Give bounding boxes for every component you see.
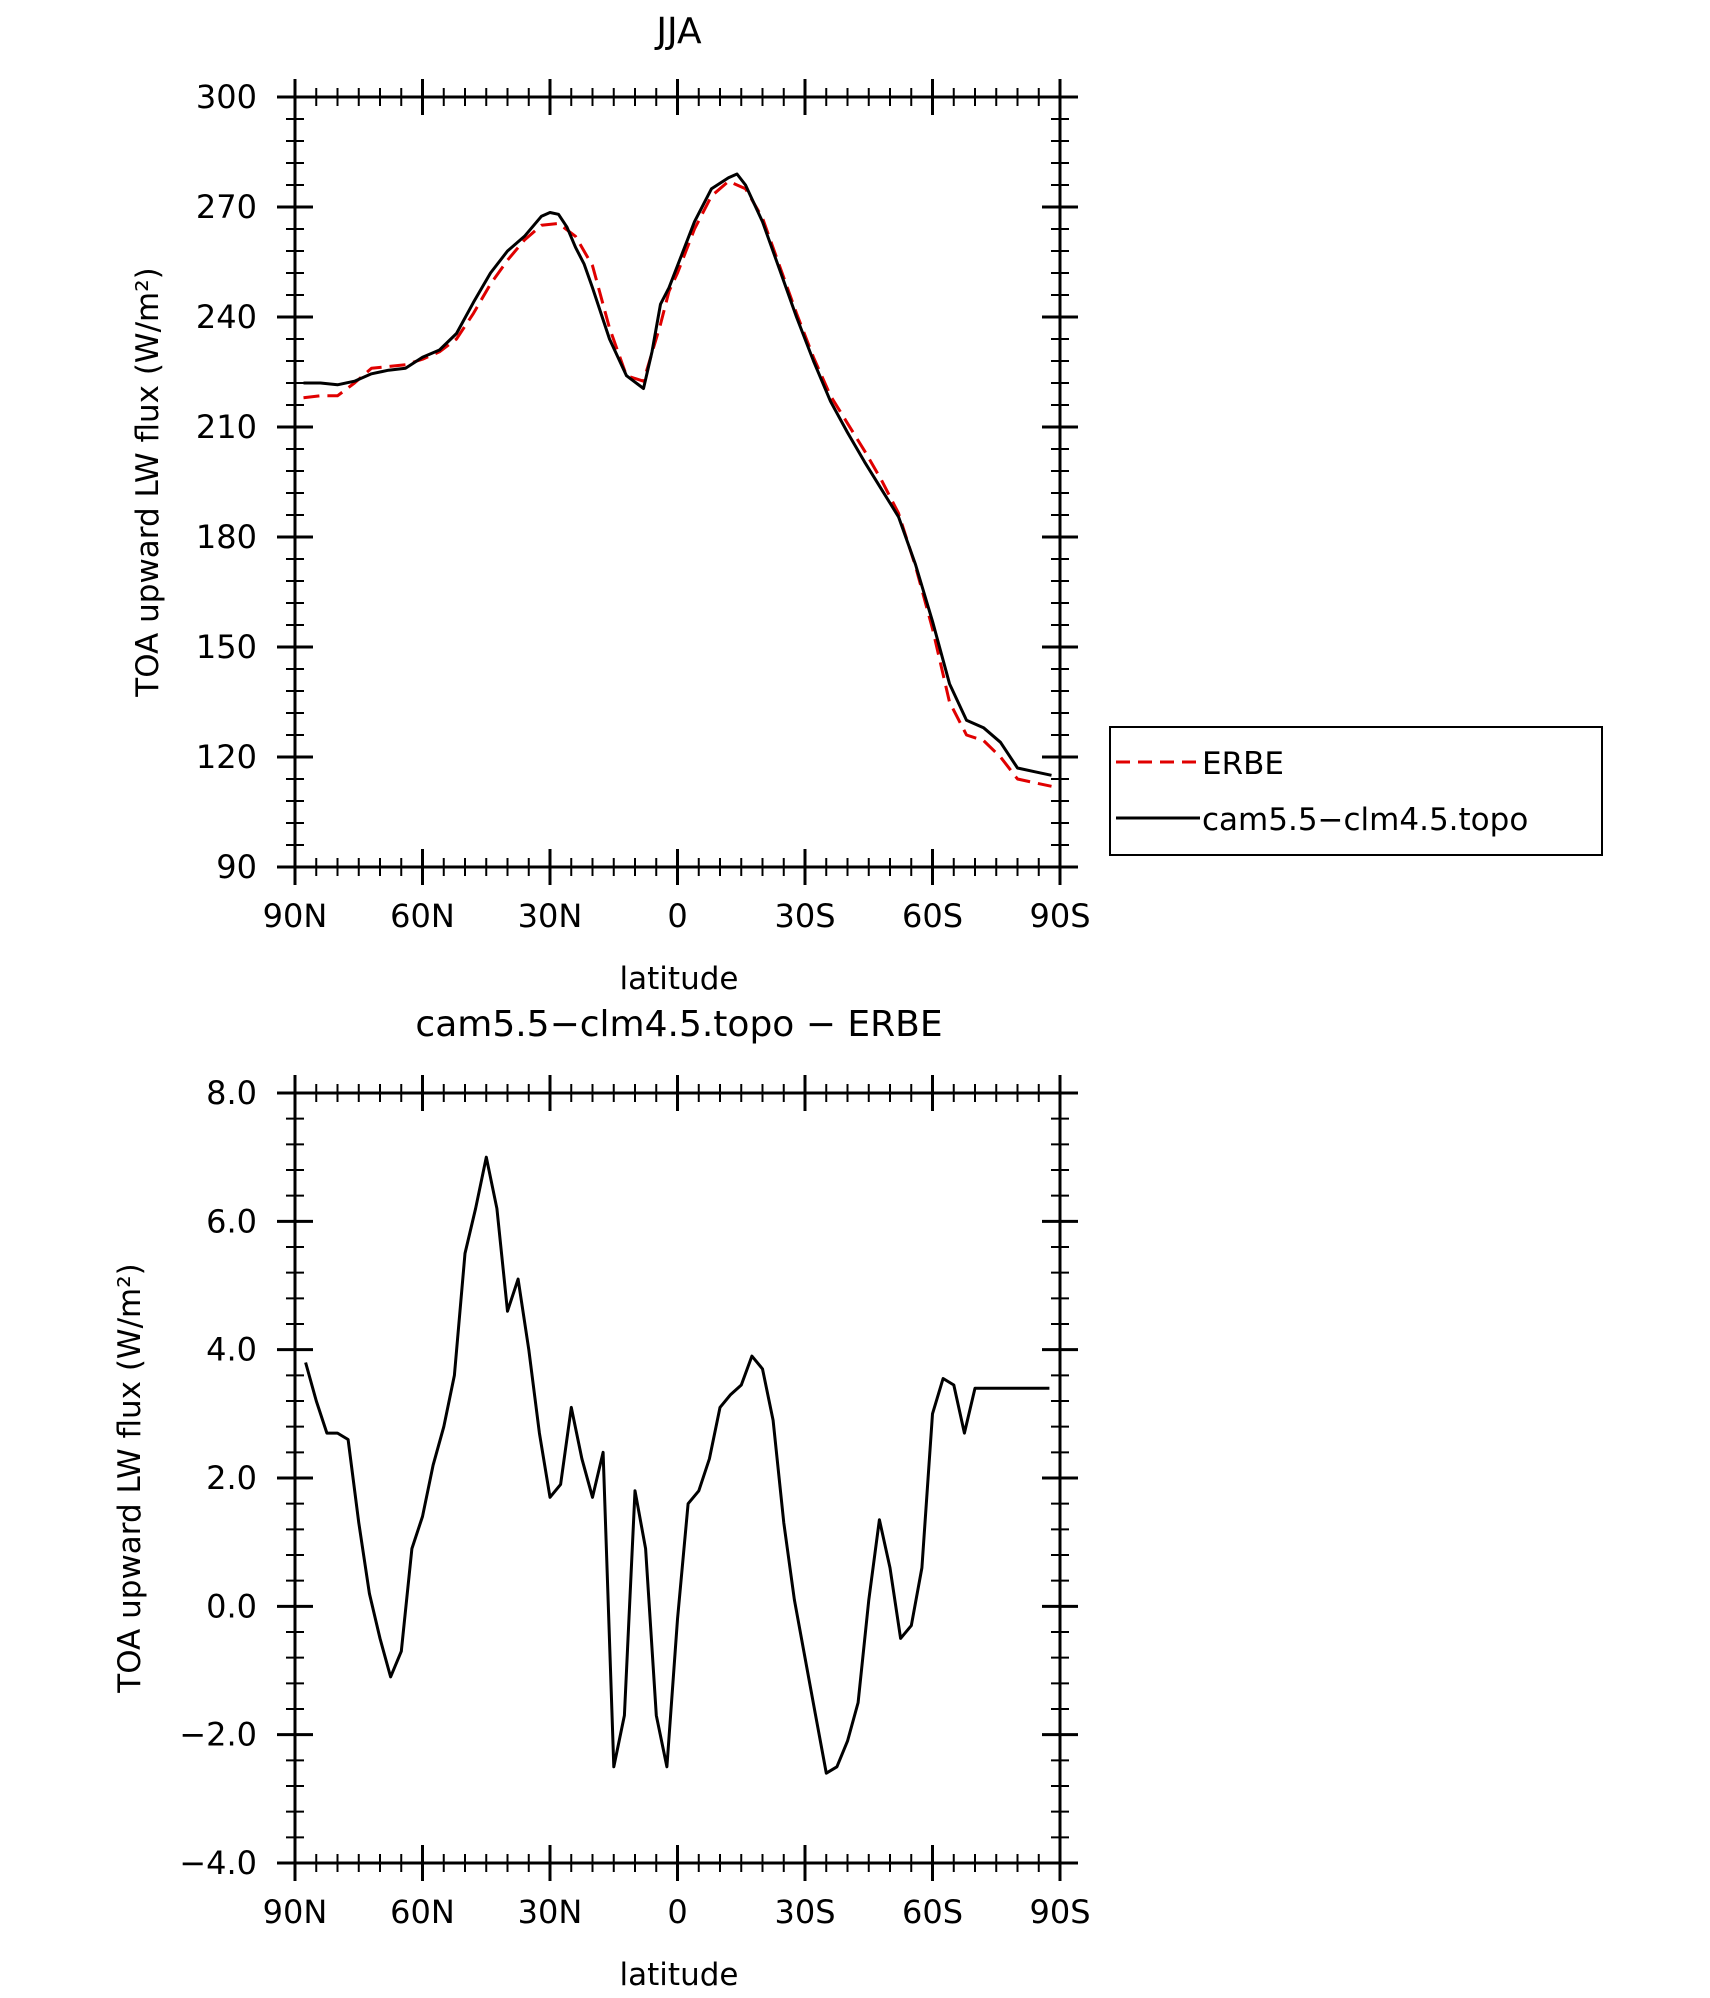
bottom-panel: cam5.5−clm4.5.topo − ERBE −4.0 −2.0 0.0 2.0… <box>112 1004 1091 1993</box>
bottom-y-tick-label: 8.0 <box>206 1074 257 1112</box>
top-y-tick-label: 120 <box>196 738 257 776</box>
legend-box <box>1109 726 1603 856</box>
top-x-tick-label: 60S <box>902 897 963 935</box>
top-plot-frame <box>293 95 1062 869</box>
top-x-tick-label: 90N <box>263 897 328 935</box>
bottom-x-tick-label: 60N <box>390 1893 455 1931</box>
bottom-y-tick-label: −4.0 <box>179 1844 257 1882</box>
top-panel: JJA 90 120 150 180 210 240 270 300 90N 60N 30N 0 30S… <box>130 11 1091 997</box>
top-x-axis-label: latitude <box>620 961 739 997</box>
top-y-tick-label: 300 <box>196 78 257 116</box>
top-y-tick-label: 240 <box>196 298 257 336</box>
bottom-series-line-difference <box>304 1155 1050 1775</box>
top-y-tick-label: 210 <box>196 408 257 446</box>
top-x-tick-label: 30N <box>518 897 583 935</box>
legend-label-model: cam5.5−clm4.5.topo <box>1202 802 1528 838</box>
top-y-axis-label: TOA upward LW flux (W/m²) <box>130 267 166 697</box>
top-x-tick-label: 60N <box>390 897 455 935</box>
bottom-y-tick-label: 0.0 <box>206 1587 257 1625</box>
bottom-y-tick-label: 2.0 <box>206 1459 257 1497</box>
bottom-plot-frame <box>293 1091 1062 1865</box>
bottom-x-tick-label: 0 <box>667 1893 687 1931</box>
bottom-x-tick-label: 30N <box>518 1893 583 1931</box>
bottom-y-axis-label: TOA upward LW flux (W/m²) <box>112 1263 148 1693</box>
top-y-tick-label: 270 <box>196 188 257 226</box>
top-y-tick-label: 90 <box>216 848 257 886</box>
top-y-tick-label: 180 <box>196 518 257 556</box>
bottom-chart-title: cam5.5−clm4.5.topo − ERBE <box>415 1004 942 1045</box>
bottom-x-tick-label: 30S <box>774 1893 835 1931</box>
bottom-y-tick-label: 6.0 <box>206 1202 257 1240</box>
bottom-x-axis-label: latitude <box>620 1957 739 1993</box>
legend-label-erbe: ERBE <box>1202 746 1284 782</box>
bottom-x-tick-label: 90S <box>1029 1893 1090 1931</box>
top-series-line-cam5 <box>303 172 1052 777</box>
bottom-y-tick-label: −2.0 <box>179 1716 257 1754</box>
top-x-tick-label: 90S <box>1029 897 1090 935</box>
bottom-y-tick-label: 4.0 <box>206 1331 257 1369</box>
top-y-tick-label: 150 <box>196 628 257 666</box>
legend: ERBE cam5.5−clm4.5.topo <box>1109 726 1603 856</box>
top-chart-title: JJA <box>654 11 702 52</box>
top-series-line-erbe <box>303 179 1052 788</box>
top-x-tick-label: 30S <box>774 897 835 935</box>
bottom-x-tick-label: 60S <box>902 1893 963 1931</box>
top-x-tick-label: 0 <box>667 897 687 935</box>
bottom-x-tick-label: 90N <box>263 1893 328 1931</box>
